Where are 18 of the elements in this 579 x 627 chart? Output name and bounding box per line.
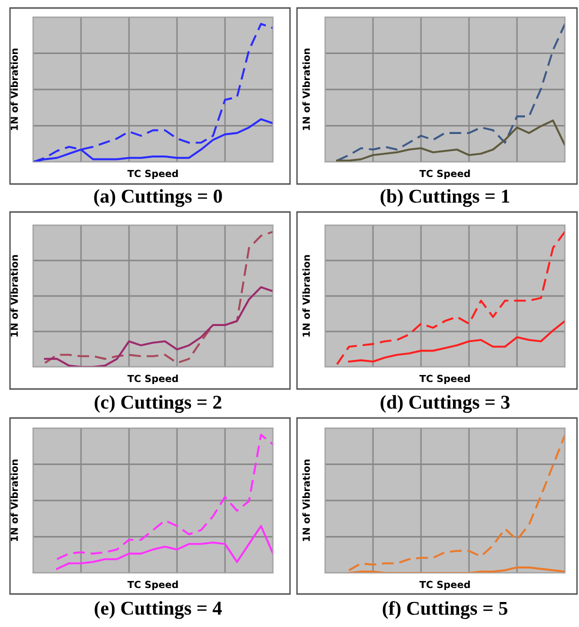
- x-axis-title: TC Speed: [127, 580, 178, 590]
- text: (b) Cuttings = 1: [380, 189, 510, 207]
- y-axis-title: 1N of Vibration: [10, 255, 18, 336]
- text: (e) Cuttings = 4: [94, 601, 222, 619]
- text: (f) Cuttings = 5: [382, 601, 508, 619]
- text: (d) Cuttings = 3: [380, 395, 510, 413]
- y-axis-title: 1N of Vibration: [10, 48, 18, 130]
- x-axis-title: TC Speed: [127, 374, 178, 384]
- x-axis-title: TC Speed: [127, 170, 178, 180]
- text: (a) Cuttings = 0: [94, 189, 222, 207]
- x-axis-title: TC Speed: [419, 374, 470, 384]
- y-axis-title: 1N of Vibration: [302, 460, 310, 541]
- y-axis-title: 1N of Vibration: [302, 255, 310, 336]
- y-axis-title: 1N of Vibration: [302, 48, 310, 130]
- x-axis-title: TC Speed: [419, 170, 470, 180]
- y-axis-title: 1N of Vibration: [10, 460, 18, 541]
- x-axis-title: TC Speed: [419, 580, 470, 590]
- text: (c) Cuttings = 2: [94, 395, 222, 413]
